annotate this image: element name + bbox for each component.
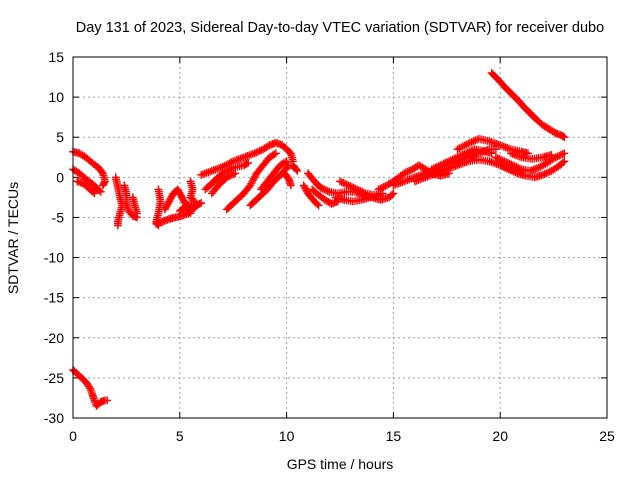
x-tick-label: 25 [599,428,615,444]
data-series-arc-3 [73,177,99,198]
data-point [313,200,322,208]
data-point [272,149,280,158]
data-point [292,165,301,174]
y-tick-label: -30 [44,410,64,426]
y-tick-label: 0 [56,169,64,185]
y-tick-label: -15 [44,290,64,306]
data-point [560,157,569,166]
data-point [231,169,240,178]
data-series-arc-15 [222,149,280,214]
data-point [560,149,569,158]
data-series-arc-11 [175,199,206,215]
data-series-arc-31 [507,149,556,163]
axis-ticks: 0 5 10 15 20 25 15 10 5 0 -5 -10 -15 -20 -25 -30 [44,49,615,444]
data-point [103,396,112,405]
y-tick-label: -10 [44,250,64,266]
data-point [559,158,567,167]
y-tick-label: -20 [44,330,64,346]
x-tick-label: 20 [492,428,508,444]
data-point [560,133,569,142]
data-point [133,209,141,218]
data-point [293,167,302,175]
data-series-arc-14 [207,169,240,198]
data-series-arc-32 [487,69,569,142]
data-point [96,187,105,196]
data-point [186,209,195,218]
data-point [99,181,107,190]
y-axis-label: SDTVAR / TECUs [5,182,21,294]
data-point [314,201,323,210]
data-series-arc-4 [111,173,126,230]
data-series-arc-27 [427,145,496,174]
data-series-arc-30 [496,157,569,182]
data-point [388,190,396,199]
y-tick-label: 15 [48,49,64,65]
data-point [559,132,568,141]
data-series-arc-23 [331,191,383,206]
x-tick-label: 0 [69,428,77,444]
chart-title: Day 131 of 2023, Sidereal Day-to-day VTE… [76,20,604,36]
data-series-arc-13 [201,159,253,194]
data-point [374,191,383,200]
data-series-arc-20 [308,185,342,208]
x-tick-label: 5 [176,428,184,444]
data-series-arc-12 [197,138,297,179]
y-tick-label: -5 [52,209,65,225]
plot-frame [72,56,608,419]
data-series-arc-33 [69,366,112,410]
data-point [90,189,99,198]
y-tick-label: 5 [56,129,64,145]
x-axis-label: GPS time / hours [287,456,394,472]
data-point [244,159,253,167]
data-point [197,199,206,207]
x-tick-label: 15 [386,428,402,444]
data-series-arc-17 [257,157,291,194]
y-tick-label: 10 [48,89,64,105]
data-point [389,189,398,198]
data-series-arc-21 [299,181,323,210]
data-series-arc-29 [492,149,569,175]
data-series-arc-6 [128,193,141,218]
data-series-arc-10 [186,177,199,206]
data-point [282,157,291,166]
data-point [287,181,295,190]
data-series-arc-1 [69,147,109,190]
data-point [487,149,496,158]
x-tick-label: 10 [279,428,295,444]
data-markers [69,69,569,410]
y-tick-label: -25 [44,370,64,386]
data-point [114,221,122,230]
data-point [547,151,556,159]
data-point [378,189,387,198]
data-series-arc-18 [280,169,295,190]
